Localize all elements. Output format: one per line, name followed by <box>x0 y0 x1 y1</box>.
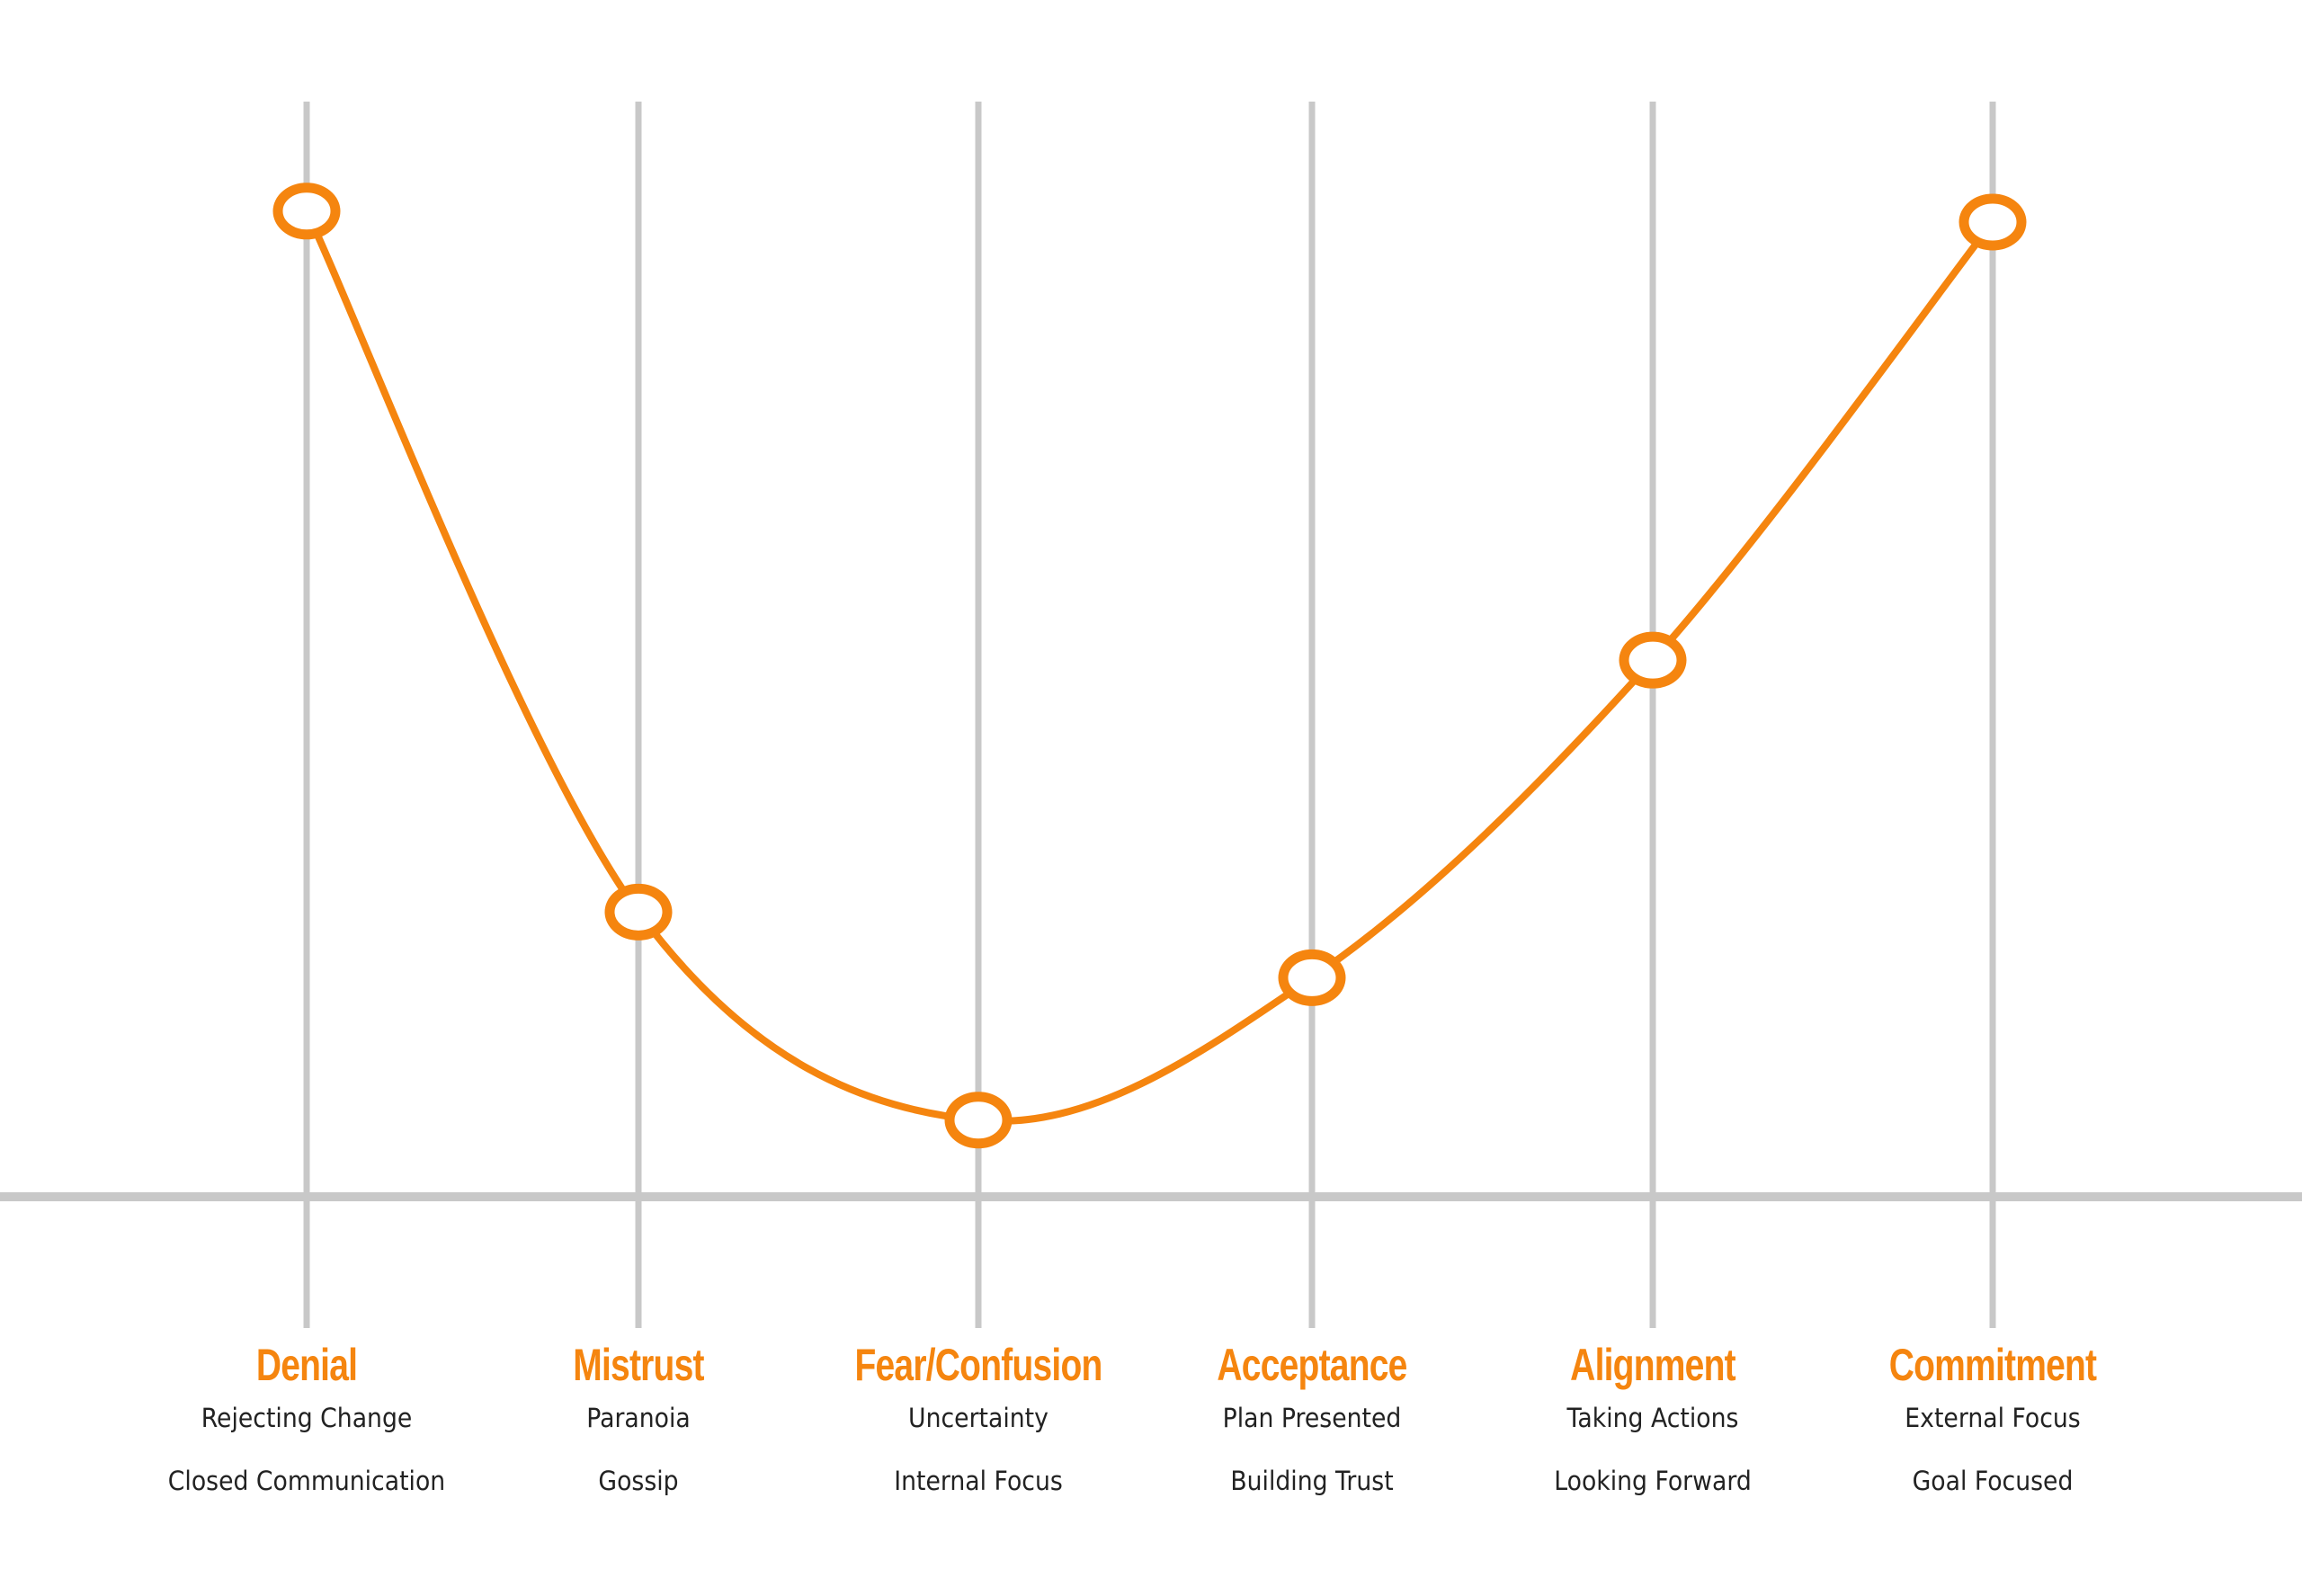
change-curve-line <box>303 207 1996 1125</box>
vertical-grid-lines <box>303 102 1996 1328</box>
stage-desc-1: Rejecting Change <box>201 1403 413 1433</box>
data-point-markers <box>272 183 2027 1149</box>
stage-desc-2: Closed Communication <box>167 1466 446 1496</box>
stage-title: Mistrust <box>573 1340 704 1390</box>
stage-label-alignment: Alignment Taking Actions Looking Forward <box>1455 1340 1851 1496</box>
stage-desc-1: Paranoia <box>586 1403 691 1433</box>
stage-desc-1: External Focus <box>1905 1403 2081 1433</box>
stage-title: Acceptance <box>1217 1340 1407 1390</box>
marker-circle-fear-confusion <box>944 1092 1013 1149</box>
stage-label-acceptance: Acceptance Plan Presented Building Trust <box>1114 1340 1510 1496</box>
stage-desc-2: Internal Focus <box>894 1466 1063 1496</box>
stage-desc-2: Goal Focused <box>1912 1466 2074 1496</box>
stage-desc-1: Uncertainty <box>908 1403 1048 1433</box>
stage-title: Denial <box>255 1340 358 1390</box>
marker-circle-mistrust <box>604 883 673 941</box>
stage-desc-1: Taking Actions <box>1566 1403 1739 1433</box>
stage-label-denial: Denial Rejecting Change Closed Communica… <box>109 1340 504 1496</box>
stage-title: Alignment <box>1570 1340 1735 1390</box>
stage-title: Fear/Confusion <box>854 1340 1102 1390</box>
marker-circle-alignment <box>1619 631 1687 689</box>
stage-label-mistrust: Mistrust Paranoia Gossip <box>441 1340 836 1496</box>
marker-circle-commitment <box>1958 193 2027 251</box>
stage-title: Commitment <box>1888 1340 2097 1390</box>
stage-desc-2: Building Trust <box>1230 1466 1394 1496</box>
marker-circle-acceptance <box>1278 949 1346 1006</box>
stage-desc-2: Looking Forward <box>1554 1466 1752 1496</box>
stage-desc-2: Gossip <box>598 1466 679 1496</box>
stage-desc-1: Plan Presented <box>1222 1403 1402 1433</box>
stage-label-fear-confusion: Fear/Confusion Uncertainty Internal Focu… <box>781 1340 1176 1496</box>
marker-circle-denial <box>272 183 341 240</box>
stage-label-commitment: Commitment External Focus Goal Focused <box>1795 1340 2190 1496</box>
